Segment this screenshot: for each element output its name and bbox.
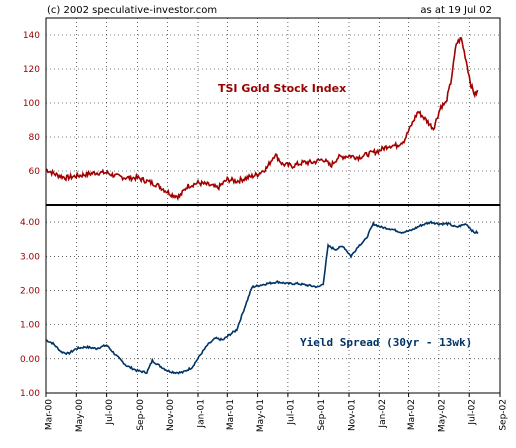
x-tick-label: May-02 bbox=[437, 399, 447, 432]
gold-chart-title: TSI Gold Stock Index bbox=[218, 82, 346, 95]
x-tick-label: Mar-00 bbox=[45, 399, 55, 430]
x-tick-label: Jan-01 bbox=[196, 399, 206, 429]
spread-y-tick-label: 1.00 bbox=[20, 389, 40, 399]
x-tick-label: Jul-02 bbox=[468, 399, 478, 426]
gold-y-tick-label: 100 bbox=[23, 99, 40, 109]
gold-y-tick-label: 140 bbox=[23, 31, 40, 41]
x-tick-label: Mar-01 bbox=[226, 399, 236, 430]
gold-index-line bbox=[45, 37, 479, 202]
spread-y-tick-label: 2.00 bbox=[20, 286, 40, 296]
x-tick-label: Jul-01 bbox=[286, 399, 296, 426]
x-tick-label: Nov-00 bbox=[166, 399, 176, 431]
gold-y-tick-label: 120 bbox=[23, 65, 40, 75]
x-tick-label: May-00 bbox=[75, 399, 85, 432]
x-tick-label: Nov-01 bbox=[347, 399, 357, 431]
x-tick-label: Jul-00 bbox=[105, 399, 115, 426]
grid-layer bbox=[46, 18, 500, 393]
x-tick-label: Sep-00 bbox=[136, 399, 146, 431]
spread-y-tick-label: 0.00 bbox=[20, 355, 40, 365]
gold-y-tick-label: 60 bbox=[29, 167, 41, 177]
spread-chart-title: Yield Spread (30yr - 13wk) bbox=[300, 336, 472, 349]
spread-y-tick-label: 3.00 bbox=[20, 252, 40, 262]
x-tick-label: Mar-02 bbox=[407, 399, 417, 430]
x-tick-label: Sep-02 bbox=[499, 399, 509, 431]
x-tick-label: Jan-02 bbox=[378, 399, 388, 429]
x-tick-label: Sep-01 bbox=[317, 399, 327, 431]
axis-layer: Mar-00 May-00 Jul-00 Sep-00 Nov-00 Jan-01 Mar-… bbox=[20, 17, 509, 432]
as-of-date: as at 19 Jul 02 bbox=[420, 5, 492, 16]
spread-y-tick-label: 4.00 bbox=[20, 218, 40, 228]
yield-spread-line bbox=[45, 220, 479, 375]
spread-y-tick-label: 1.00 bbox=[20, 321, 40, 331]
series-layer bbox=[45, 37, 479, 375]
gold-y-tick-label: 80 bbox=[29, 133, 41, 143]
copyright-text: (c) 2002 speculative-investor.com bbox=[47, 5, 218, 16]
x-tick-label: May-01 bbox=[256, 399, 266, 432]
